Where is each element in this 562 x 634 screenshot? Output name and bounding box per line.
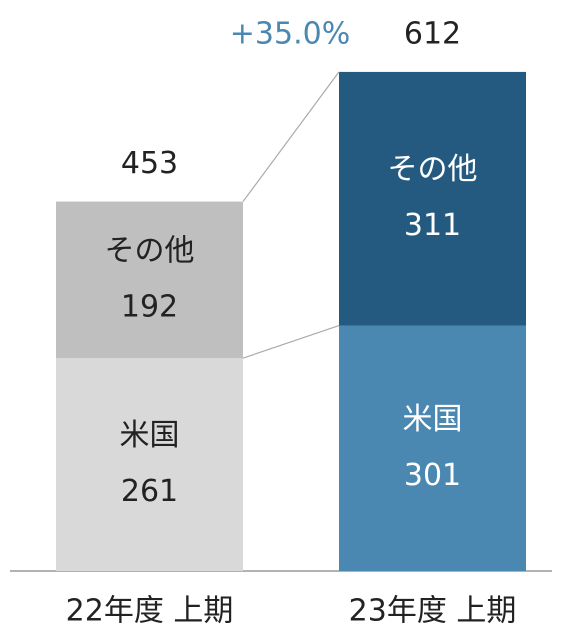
- segment-value: 311: [404, 208, 461, 243]
- connector: [242, 324, 340, 359]
- segment-name: その他: [105, 233, 195, 268]
- bar-segment: [56, 358, 243, 571]
- total-label: 612: [404, 16, 461, 51]
- segment-value: 301: [404, 458, 461, 493]
- bar-segment: [339, 325, 526, 571]
- segment-value: 192: [121, 289, 178, 324]
- bar-segment: [339, 71, 526, 326]
- segment-value: 261: [121, 474, 178, 509]
- segment-name: 米国: [403, 402, 463, 437]
- annotation: +35.0%: [230, 17, 350, 52]
- total-label: 453: [121, 146, 178, 181]
- x-tick-label: 23年度 上期: [349, 594, 517, 629]
- x-tick-label: 22年度 上期: [66, 594, 234, 629]
- segment-name: 米国: [120, 418, 180, 453]
- bar-segment: [56, 201, 243, 359]
- segment-name: その他: [388, 152, 478, 187]
- connector: [242, 71, 340, 202]
